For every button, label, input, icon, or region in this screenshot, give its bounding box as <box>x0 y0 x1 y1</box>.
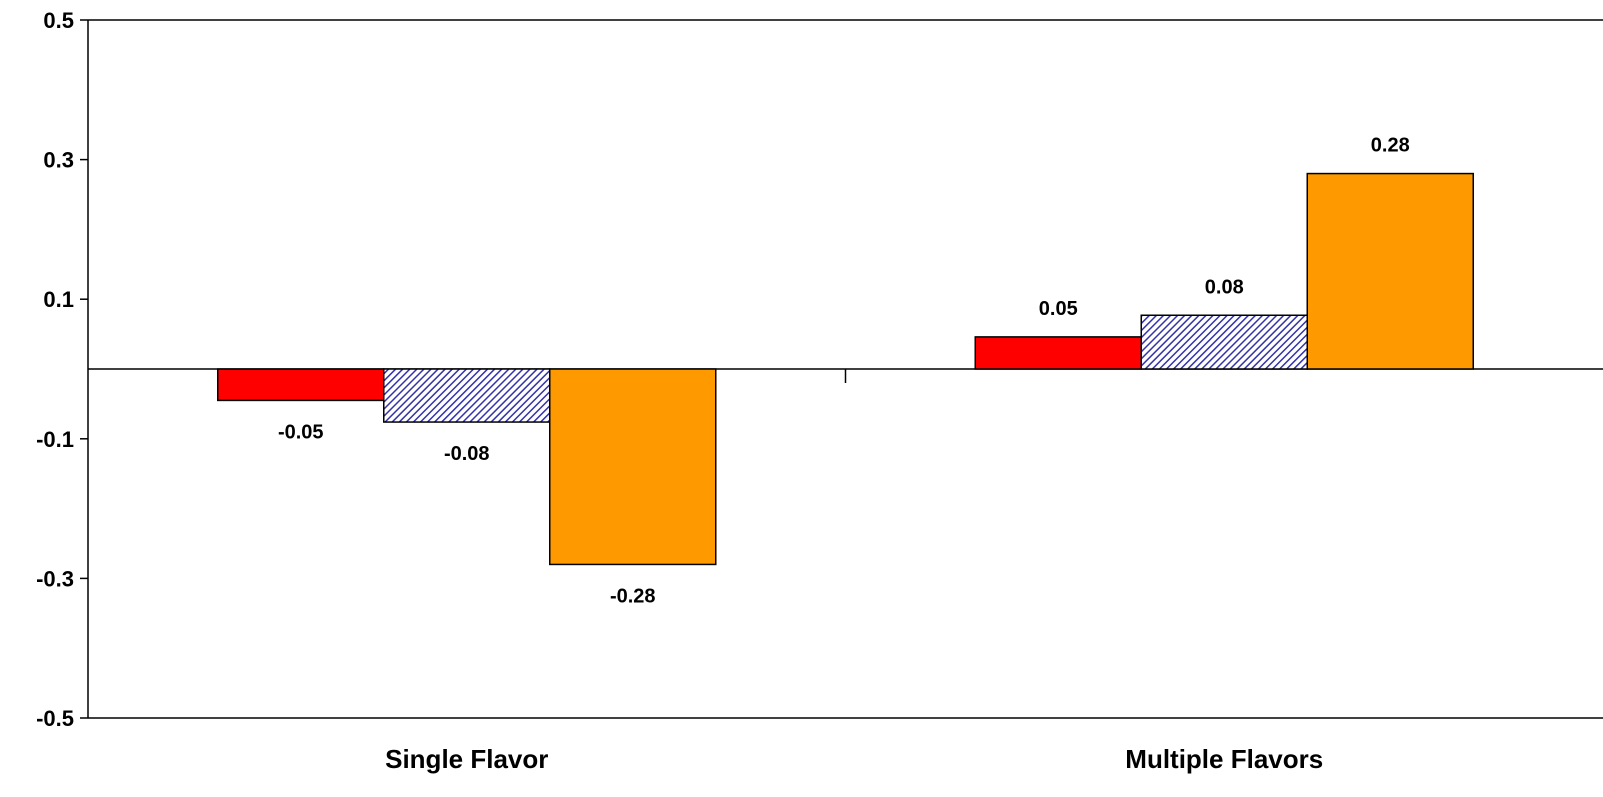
bar <box>1306 172 1474 370</box>
bar <box>383 368 551 423</box>
bar <box>549 368 717 566</box>
data-label: 0.28 <box>1371 135 1410 157</box>
y-tick-label: -0.3 <box>36 566 74 591</box>
y-tick-label: 0.5 <box>43 8 74 33</box>
y-tick-label: -0.1 <box>36 427 74 452</box>
bars <box>217 172 1474 566</box>
y-tick-label: -0.5 <box>36 706 74 731</box>
category-label: Single Flavor <box>385 744 548 774</box>
data-label: 0.05 <box>1039 298 1078 320</box>
data-label: -0.05 <box>278 421 324 443</box>
data-label: 0.08 <box>1205 276 1244 298</box>
y-tick-label: 0.3 <box>43 148 74 173</box>
data-label: -0.08 <box>444 443 490 465</box>
labels: -0.05 -0.08 -0.28 Single Flavor 0.05 0.08 0.28… <box>278 135 1410 774</box>
y-tick-label: 0.1 <box>43 287 74 312</box>
bar <box>1140 314 1308 370</box>
category-label: Multiple Flavors <box>1125 744 1323 774</box>
bar <box>217 368 385 402</box>
bar <box>974 336 1142 370</box>
data-label: -0.28 <box>610 585 656 607</box>
